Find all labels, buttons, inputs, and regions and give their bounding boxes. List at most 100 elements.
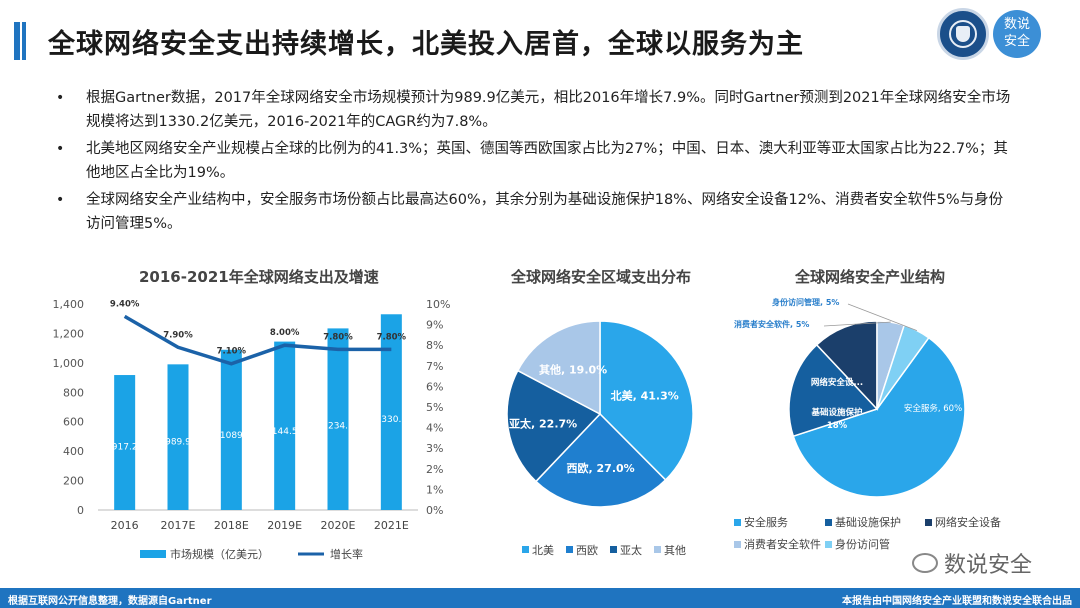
- x-tick-label: 2019E: [267, 519, 302, 532]
- line-data-label: 7.80%: [377, 332, 407, 342]
- y-tick-label: 400: [63, 445, 84, 458]
- y2-tick-label: 5%: [426, 401, 443, 414]
- brand-logo: 数说 安全: [993, 10, 1041, 58]
- legend-label: 消费者安全软件: [744, 537, 821, 551]
- watermark: 数说安全: [906, 546, 1039, 580]
- bar-data-label: 1234.2: [322, 421, 354, 431]
- y-tick-label: 600: [63, 416, 84, 429]
- growth-rate-line: [123, 314, 392, 366]
- line-data-label: 7.10%: [217, 347, 247, 357]
- legend-label: 安全服务: [744, 515, 788, 529]
- alliance-seal-logo: [937, 8, 989, 60]
- y-tick-label: 1,000: [53, 357, 85, 370]
- bar: [220, 349, 242, 510]
- legend-swatch: [734, 541, 741, 548]
- footer-credit: 本报告由中国网络安全产业联盟和数说安全联合出品: [842, 596, 1072, 607]
- legend-swatch: [925, 519, 932, 526]
- legend-label: 基础设施保护: [835, 515, 901, 529]
- legend-label: 北美: [532, 544, 554, 557]
- x-tick-label: 2017E: [161, 519, 196, 532]
- pie-slice: [534, 412, 667, 508]
- legend-line-label: 增长率: [330, 547, 363, 561]
- pie-slice: [815, 320, 878, 411]
- y2-tick-label: 1%: [426, 483, 443, 496]
- bullet-item: • 根据Gartner数据，2017年全球网络安全市场规模预计为989.9亿美元，…: [54, 86, 1014, 134]
- pie-data-label: 消费者安全软件, 5%: [734, 319, 809, 329]
- pie-data-label: 18%: [827, 421, 848, 431]
- line-data-label: 7.90%: [163, 330, 193, 340]
- bullet-list: • 根据Gartner数据，2017年全球网络安全市场规模预计为989.9亿美元，…: [54, 86, 1014, 239]
- pie-data-label: 安全服务, 60%: [904, 403, 962, 414]
- footer-source: 根据互联网公开信息整理，数据源自Gartner: [8, 596, 212, 607]
- bullet-dot-icon: •: [56, 90, 65, 106]
- legend-swatch: [522, 546, 529, 553]
- y-tick-label: 200: [63, 475, 84, 488]
- bullet-text: 北美地区网络安全产业规模占全球的比例为的41.3%；英国、德国等西欧国家占比为2…: [86, 141, 1008, 181]
- bar: [114, 375, 136, 510]
- y2-tick-label: 2%: [426, 463, 443, 476]
- bullet-text: 全球网络安全产业结构中，安全服务市场份额占比最高达60%，其余分别为基础设施保护…: [86, 192, 1004, 232]
- bar-data-label: 144.5: [272, 427, 298, 437]
- y2-tick-label: 10%: [426, 298, 450, 311]
- y2-tick-label: 3%: [426, 442, 443, 455]
- x-tick-label: 2021E: [374, 519, 409, 532]
- pie-slice: [516, 320, 601, 416]
- legend-swatch: [825, 519, 832, 526]
- pie-data-label: 亚太, 22.7%: [509, 416, 577, 430]
- watermark-text: 数说安全: [944, 553, 1033, 578]
- bar: [380, 314, 402, 510]
- pie-data-label: 身份访问管理, 5%: [772, 297, 839, 307]
- legend-label: 身份访问管: [835, 537, 890, 551]
- pie-slice: [792, 336, 966, 498]
- bullet-dot-icon: •: [56, 141, 65, 157]
- pie-data-label: 北美, 41.3%: [611, 389, 679, 403]
- x-tick-label: 2018E: [214, 519, 249, 532]
- y2-tick-label: 0%: [426, 504, 443, 517]
- legend-swatch: [610, 546, 617, 553]
- bullet-dot-icon: •: [56, 192, 65, 208]
- bullet-text: 根据Gartner数据，2017年全球网络安全市场规模预计为989.9亿美元，相…: [86, 90, 1011, 130]
- legend-swatch: [825, 541, 832, 548]
- legend-swatch: [566, 546, 573, 553]
- bar-data-label: 917.2: [112, 442, 138, 452]
- legend-label: 西欧: [576, 544, 598, 557]
- bullet-item: • 全球网络安全产业结构中，安全服务市场份额占比最高达60%，其余分别为基础设施保…: [54, 188, 1014, 236]
- leader-line: [847, 303, 918, 331]
- y2-tick-label: 8%: [426, 339, 443, 352]
- spend-chart-title: 2016-2021年全球网络支出及增速: [139, 268, 379, 286]
- y-tick-label: 0: [77, 504, 84, 517]
- line-data-label: 7.80%: [323, 332, 353, 342]
- y-tick-label: 1,400: [53, 298, 85, 311]
- bar-data-label: 1330.2: [376, 415, 408, 425]
- bar: [327, 328, 349, 510]
- legend-swatch: [734, 519, 741, 526]
- y2-tick-label: 6%: [426, 380, 443, 393]
- brand-logo-line2: 安全: [1003, 34, 1030, 49]
- legend-bar-swatch: [140, 550, 166, 558]
- pie-slice: [506, 369, 602, 483]
- region-chart-title: 全球网络安全区域支出分布: [511, 268, 692, 286]
- title-accent-bar: [14, 22, 28, 60]
- footer-bar: 根据互联网公开信息整理，数据源自Gartner 本报告由中国网络安全产业联盟和数…: [0, 588, 1080, 608]
- y-tick-label: 800: [63, 386, 84, 399]
- y2-tick-label: 7%: [426, 360, 443, 373]
- wechat-icon: [912, 553, 938, 573]
- legend-bar-label: 市场规模（亿美元）: [170, 547, 269, 561]
- pie-data-label: 西欧, 27.0%: [567, 461, 635, 475]
- bar: [274, 341, 296, 510]
- leader-line: [823, 321, 891, 327]
- pie-data-label: 其他, 19.0%: [539, 362, 607, 376]
- structure-pie-chart: 安全服务, 60% 基础设施保护 18% 网络安全设... 消费者安全软件, 5% 身份访…: [734, 297, 1001, 551]
- x-tick-label: 2020E: [321, 519, 356, 532]
- bar-data-label: 1089: [220, 431, 243, 441]
- pie-slice: [788, 343, 879, 438]
- x-tick-label: 2016: [111, 519, 139, 532]
- line-data-label: 8.00%: [270, 328, 300, 338]
- pie-slice: [599, 320, 694, 482]
- pie-data-label: 基础设施保护: [810, 407, 863, 418]
- legend-swatch: [654, 546, 661, 553]
- brand-logo-line1: 数说: [1003, 17, 1030, 32]
- y-tick-label: 1,200: [53, 327, 85, 340]
- y2-tick-label: 9%: [426, 319, 443, 332]
- legend-label: 网络安全设备: [935, 515, 1001, 529]
